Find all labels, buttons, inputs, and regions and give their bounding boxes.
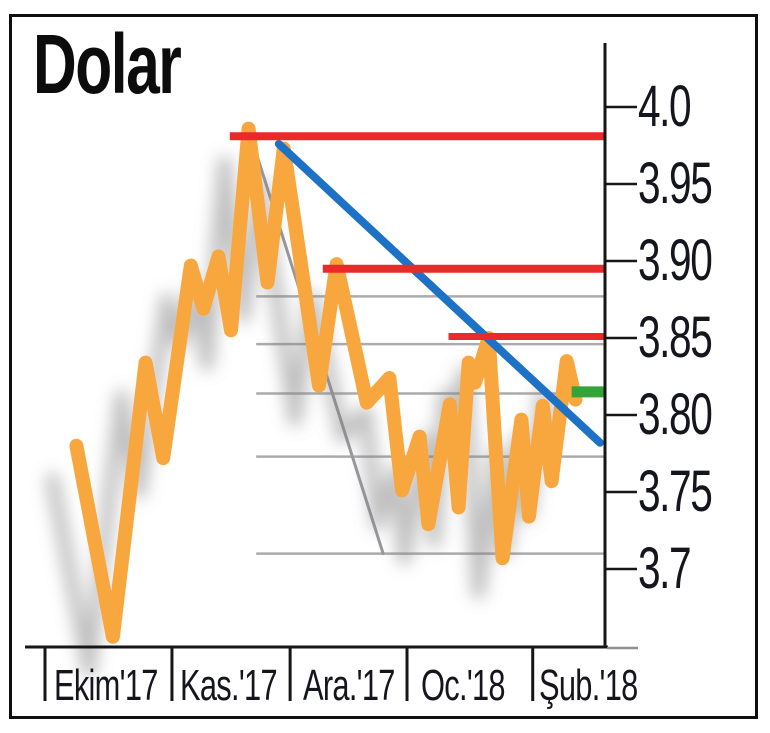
x-tick-label: Şub.'18 bbox=[538, 661, 638, 710]
y-tick-label: 3.90 bbox=[638, 228, 713, 293]
axes-group bbox=[25, 43, 638, 701]
x-tick-label: Kas.'17 bbox=[179, 661, 278, 710]
y-tick-label: 3.7 bbox=[638, 536, 692, 601]
x-tick-label: Ekim'17 bbox=[54, 661, 158, 710]
y-tick-label: 3.80 bbox=[638, 382, 713, 447]
blue-trendline bbox=[274, 139, 604, 447]
price-line bbox=[69, 121, 583, 644]
level-lines-group bbox=[229, 132, 605, 398]
y-tick-label: 3.75 bbox=[638, 459, 713, 524]
x-tick-label: Ara.'17 bbox=[303, 661, 395, 710]
y-tick-label: 4.0 bbox=[638, 74, 692, 139]
y-tick-label: 3.85 bbox=[638, 305, 713, 370]
y-tick-label: 3.95 bbox=[638, 151, 713, 216]
panel-border bbox=[9, 14, 758, 719]
x-tick-label: Oc.'18 bbox=[421, 661, 506, 710]
blue-trendline-group bbox=[274, 139, 604, 447]
price-line-group bbox=[69, 121, 583, 644]
chart-title: Dolar bbox=[33, 17, 182, 111]
